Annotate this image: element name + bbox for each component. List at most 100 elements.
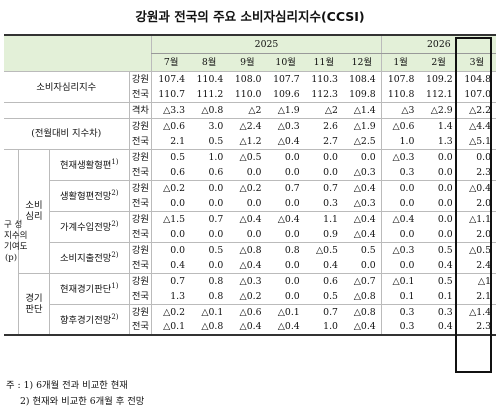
region-label: 강원	[128, 210, 152, 227]
value-cell: 1.1	[304, 210, 343, 227]
value-cell: 0.0	[151, 195, 191, 211]
value-cell: 1.3	[437, 135, 453, 147]
value-cell: △0.8	[190, 319, 229, 336]
value-cell: 0.5	[419, 241, 458, 258]
value-cell: 0.8	[190, 272, 229, 289]
month-header: 3월	[457, 53, 496, 72]
value-cell: 0.7	[151, 272, 191, 289]
value-cell: △2.9	[419, 102, 458, 118]
value-cell: △0.8	[228, 241, 267, 258]
value-cell: 110.3	[304, 71, 343, 87]
item-label: 향후경기전망2)	[48, 303, 130, 335]
value-cell: 0.5	[342, 241, 382, 258]
value-cell: 0.0	[304, 148, 343, 165]
year-2026: 2026	[380, 34, 496, 54]
value-cell: 110.4	[190, 71, 229, 87]
value-cell: △0.1	[151, 319, 191, 336]
value-cell: △0.4	[266, 319, 305, 336]
value-cell: △0.4	[228, 319, 267, 336]
item-note-mark: 2)	[111, 189, 119, 198]
contrib-label-line: (p)	[4, 252, 18, 263]
value-cell: 104.8	[457, 71, 496, 87]
item-name: 생활형편전망	[60, 191, 112, 203]
note-2: 2) 현재와 비교한 6개월 후 전망	[20, 396, 145, 407]
region-label: 강원	[128, 179, 152, 196]
value-cell: 2.4	[476, 259, 491, 271]
region-label: 전국	[128, 257, 152, 273]
value-cell: 0.5	[208, 135, 224, 147]
group-economic-judgment: 경기 판단	[17, 272, 50, 335]
value-cell: △0.1	[380, 272, 420, 289]
value-cell: △0.4	[342, 319, 382, 336]
gap-blank	[4, 102, 130, 118]
region-label: 전국	[128, 87, 152, 103]
value-cell: △1	[457, 272, 496, 289]
region-label: 전국	[128, 319, 152, 336]
value-cell: 0.0	[380, 257, 420, 273]
value-cell: 0.0	[284, 290, 300, 302]
month-header: 12월	[342, 53, 382, 72]
value-cell: △0.2	[151, 179, 191, 196]
value-cell: 107.8	[380, 71, 420, 87]
contrib-label-line: 기여도	[4, 241, 28, 252]
month-header: 8월	[190, 53, 229, 72]
value-cell: 0.5	[323, 290, 338, 302]
item-name: 현재경기판단	[60, 284, 112, 296]
value-cell: 0.6	[304, 272, 343, 289]
value-cell: 0.1	[380, 288, 420, 304]
value-cell: 107.7	[266, 71, 305, 87]
value-cell: △0.6	[151, 117, 191, 134]
value-cell: 2.1	[151, 133, 191, 149]
value-cell: 1.4	[419, 117, 458, 134]
value-cell: △3.3	[151, 102, 191, 118]
value-cell: △2	[228, 102, 267, 118]
value-cell: 0.0	[190, 179, 229, 196]
value-cell: 0.0	[457, 148, 496, 165]
value-cell: 1.0	[304, 319, 343, 336]
item-label: 생활형편전망2)	[48, 179, 130, 211]
value-cell: △0.3	[266, 117, 305, 134]
value-cell: 0.0	[284, 259, 300, 271]
value-cell: 107.0	[464, 89, 491, 100]
value-cell: 110.0	[234, 89, 262, 100]
item-name: 현재생활형편	[60, 160, 112, 172]
month-header: 9월	[228, 53, 267, 72]
month-header: 10월	[266, 53, 305, 72]
value-cell: 0.7	[304, 179, 343, 196]
value-cell: 0.0	[284, 166, 300, 178]
group-consumer-sentiment: 소비 심리	[17, 148, 50, 273]
region-label: 전국	[128, 226, 152, 242]
value-cell: △0.4	[380, 210, 420, 227]
value-cell: △1.9	[342, 117, 382, 134]
value-cell: 0.3	[419, 303, 458, 320]
value-cell: △1.1	[457, 210, 496, 227]
value-cell: △0.5	[228, 148, 267, 165]
value-cell: 0.0	[151, 226, 191, 242]
value-cell: △1.4	[342, 102, 382, 118]
value-cell: 110.7	[151, 87, 191, 103]
item-note-mark: 1)	[111, 282, 119, 291]
value-cell: 109.8	[349, 89, 376, 100]
year-2025: 2025	[151, 34, 382, 54]
value-cell: 2.0	[476, 197, 491, 209]
value-cell: 0.3	[380, 303, 420, 320]
value-cell: △0.4	[353, 228, 376, 240]
value-cell: 0.3	[323, 197, 338, 209]
item-label: 현재경기판단1)	[48, 272, 130, 304]
value-cell: 109.6	[273, 89, 300, 100]
value-cell: 2.3	[476, 166, 491, 178]
item-label: 가계수입전망2)	[48, 210, 130, 242]
group-label-line: 경기	[25, 292, 43, 304]
value-cell: 0.0	[208, 228, 224, 240]
region-label: 강원	[128, 303, 152, 320]
month-header: 7월	[151, 53, 191, 72]
item-note-mark: 1)	[111, 158, 119, 167]
value-cell: 0.0	[208, 197, 224, 209]
region-label: 강원	[128, 71, 152, 87]
value-cell: △0.2	[151, 303, 191, 320]
value-cell: 1.3	[151, 288, 191, 304]
page-title: 강원과 전국의 주요 소비자심리지수(CCSI)	[135, 9, 365, 24]
value-cell: △0.3	[353, 166, 376, 178]
value-cell: △0.2	[239, 290, 262, 302]
value-cell: 0.8	[266, 241, 305, 258]
